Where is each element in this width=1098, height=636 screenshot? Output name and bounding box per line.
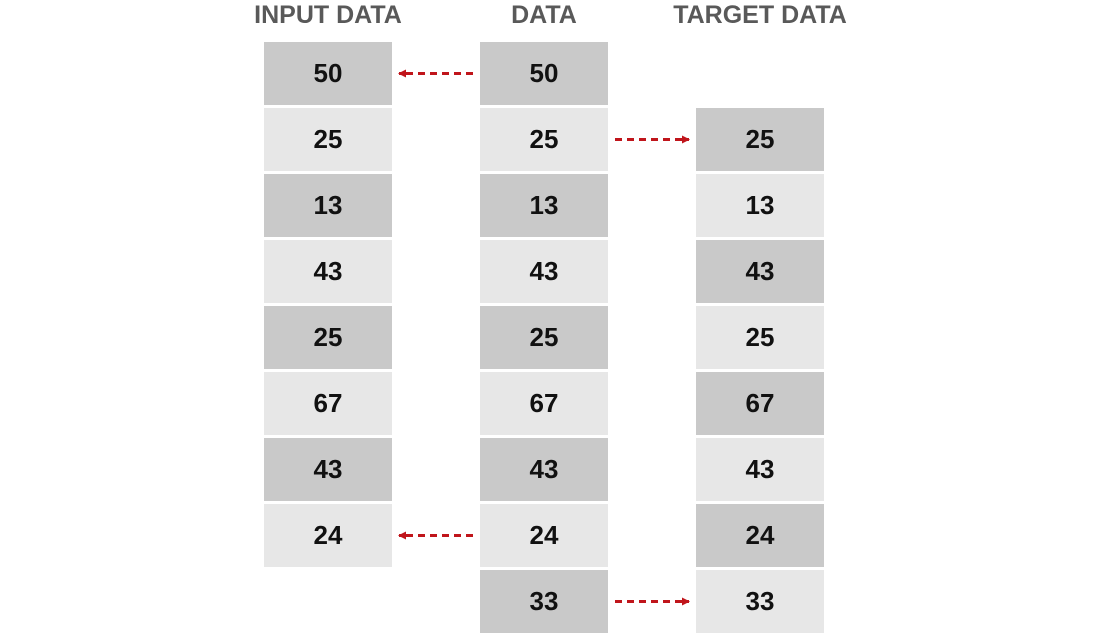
- data-cell: 50: [480, 42, 608, 105]
- target-data-title: TARGET DATA: [673, 1, 847, 29]
- target-cell: 13: [696, 174, 824, 237]
- data-cell: 25: [480, 108, 608, 171]
- input-cell: 24: [264, 504, 392, 567]
- input-cell: 50: [264, 42, 392, 105]
- data-cell: 13: [480, 174, 608, 237]
- data-cell: 43: [480, 240, 608, 303]
- input-cell: 25: [264, 108, 392, 171]
- target-cell: 43: [696, 438, 824, 501]
- input-data-column: 50 25 13 43 25 67 43 24: [264, 42, 392, 570]
- input-cell: 43: [264, 240, 392, 303]
- data-cell: 25: [480, 306, 608, 369]
- target-cell: 67: [696, 372, 824, 435]
- data-cell: 43: [480, 438, 608, 501]
- input-cell: 13: [264, 174, 392, 237]
- input-cell: 67: [264, 372, 392, 435]
- target-data-column: 25 13 43 25 67 43 24 33: [696, 108, 824, 636]
- target-cell: 43: [696, 240, 824, 303]
- data-cell: 67: [480, 372, 608, 435]
- input-cell: 43: [264, 438, 392, 501]
- data-title: DATA: [511, 1, 577, 29]
- target-cell: 25: [696, 306, 824, 369]
- data-column: 50 25 13 43 25 67 43 24 33: [480, 42, 608, 636]
- input-data-title: INPUT DATA: [254, 1, 402, 29]
- input-cell: 25: [264, 306, 392, 369]
- target-cell: 24: [696, 504, 824, 567]
- data-cell: 33: [480, 570, 608, 633]
- data-cell: 24: [480, 504, 608, 567]
- target-cell: 25: [696, 108, 824, 171]
- target-cell: 33: [696, 570, 824, 633]
